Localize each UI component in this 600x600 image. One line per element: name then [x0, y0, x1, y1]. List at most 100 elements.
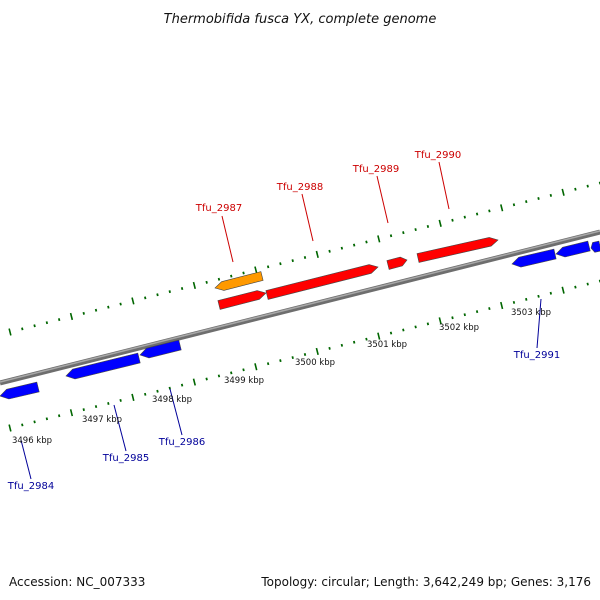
genome-summary: Topology: circular; Length: 3,642,249 bp…: [260, 575, 591, 589]
scale-major-tick: [8, 328, 12, 336]
scale-minor-tick: [525, 200, 528, 204]
scale-minor-tick: [144, 392, 147, 396]
scale-major-tick: [377, 332, 381, 340]
accession-label: Accession: NC_007333: [9, 575, 145, 589]
scale-minor-tick: [144, 296, 147, 300]
scale-minor-tick: [119, 398, 122, 402]
scale-minor-tick: [279, 262, 282, 266]
leader-line: [20, 439, 32, 480]
scale-minor-tick: [414, 228, 417, 232]
genome-backbone: [0, 229, 600, 386]
scale-minor-tick: [451, 316, 454, 320]
gene-arrow-tfu-2990: [416, 237, 499, 263]
gene-label: Tfu_2989: [352, 164, 399, 175]
scale-tick-label: 3500 kbp: [295, 358, 335, 368]
scale-minor-tick: [488, 307, 491, 311]
scale-minor-tick: [180, 287, 184, 291]
leader-line: [169, 388, 183, 436]
scale-labels: 3496 kbp 3497 kbp 3498 kbp 3499 kbp 3500 kbp…: [12, 308, 551, 446]
leader-line: [113, 404, 127, 452]
scale-tick-label: 3501 kbp: [367, 340, 407, 350]
scale-major-tick: [315, 347, 319, 356]
scale-minor-tick: [230, 371, 233, 375]
scale-minor-tick: [574, 187, 577, 191]
scale-major-tick: [315, 250, 319, 258]
scale-minor-tick: [33, 324, 36, 328]
scale-minor-tick: [537, 294, 540, 298]
scale-tick-label: 3496 kbp: [12, 436, 52, 446]
gene-arrow-tfu-2986: [139, 339, 182, 359]
scale-tick-label: 3503 kbp: [511, 308, 551, 318]
gene-arrow-tfu-2985: [65, 352, 141, 380]
gene-features: [0, 237, 600, 400]
scale-major-tick: [500, 204, 504, 212]
forward-strand-scale: [8, 181, 600, 336]
scale-minor-tick: [463, 215, 466, 219]
scale-major-tick: [8, 424, 12, 432]
scale-minor-tick: [475, 212, 479, 216]
reverse-strand-scale: [8, 279, 600, 432]
scale-major-tick: [561, 188, 565, 196]
scale-major-tick: [500, 301, 504, 310]
scale-minor-tick: [94, 405, 98, 409]
scale-minor-tick: [414, 325, 417, 329]
scale-minor-tick: [512, 300, 516, 304]
leader-line: [376, 175, 389, 224]
scale-minor-tick: [463, 313, 466, 317]
scale-minor-tick: [365, 337, 368, 341]
scale-major-tick: [131, 393, 135, 401]
scale-minor-tick: [549, 291, 553, 295]
scale-minor-tick: [57, 414, 61, 418]
scale-minor-tick: [82, 311, 85, 315]
scale-minor-tick: [389, 331, 393, 335]
scale-minor-tick: [402, 328, 405, 332]
scale-minor-tick: [156, 389, 159, 393]
scale-major-tick: [131, 297, 135, 305]
gene-arrow-tfu-2987-b: [217, 290, 267, 310]
scale-major-tick: [377, 235, 381, 243]
gene-arrow-tfu-2987: [214, 271, 264, 291]
scale-minor-tick: [291, 259, 294, 263]
scale-minor-tick: [168, 290, 171, 294]
gene-labels: Tfu_2987 Tfu_2988 Tfu_2989 Tfu_2990 Tfu_2984…: [7, 150, 560, 492]
scale-minor-tick: [279, 359, 282, 363]
gene-arrow-tfu-2989: [386, 256, 408, 270]
scale-minor-tick: [291, 356, 294, 360]
scale-minor-tick: [402, 231, 405, 235]
leader-line: [221, 215, 234, 263]
scale-tick-label: 3499 kbp: [224, 376, 264, 386]
scale-minor-tick: [205, 280, 208, 284]
gene-arrow-tfu-2984: [0, 381, 40, 400]
scale-minor-tick: [352, 340, 356, 344]
scale-minor-tick: [119, 302, 122, 306]
scale-minor-tick: [266, 362, 270, 366]
scale-minor-tick: [205, 377, 208, 381]
scale-minor-tick: [574, 285, 577, 289]
scale-minor-tick: [45, 417, 49, 421]
gene-label: Tfu_2984: [7, 481, 54, 492]
gene-arrow-tfu-2991: [511, 248, 557, 268]
scale-minor-tick: [156, 293, 159, 297]
scale-minor-tick: [328, 249, 331, 253]
scale-minor-tick: [230, 274, 233, 278]
scale-minor-tick: [451, 218, 454, 222]
scale-minor-tick: [33, 420, 36, 424]
scale-minor-tick: [512, 203, 516, 207]
scale-minor-tick: [340, 343, 344, 347]
gene-label: Tfu_2988: [276, 182, 323, 193]
scale-minor-tick: [45, 321, 49, 325]
gene-label: Tfu_2991: [513, 350, 560, 361]
map-title: Thermobifida fusca YX, complete genome: [164, 12, 437, 27]
scale-minor-tick: [352, 243, 356, 247]
scale-minor-tick: [242, 368, 245, 372]
scale-minor-tick: [217, 374, 221, 378]
scale-minor-tick: [365, 240, 368, 244]
scale-major-tick: [254, 266, 258, 274]
scale-minor-tick: [242, 271, 245, 275]
leader-line: [301, 193, 314, 242]
scale-minor-tick: [266, 265, 270, 269]
scale-tick-label: 3498 kbp: [152, 395, 192, 405]
scale-minor-tick: [21, 327, 24, 331]
scale-tick-label: 3497 kbp: [82, 415, 122, 425]
